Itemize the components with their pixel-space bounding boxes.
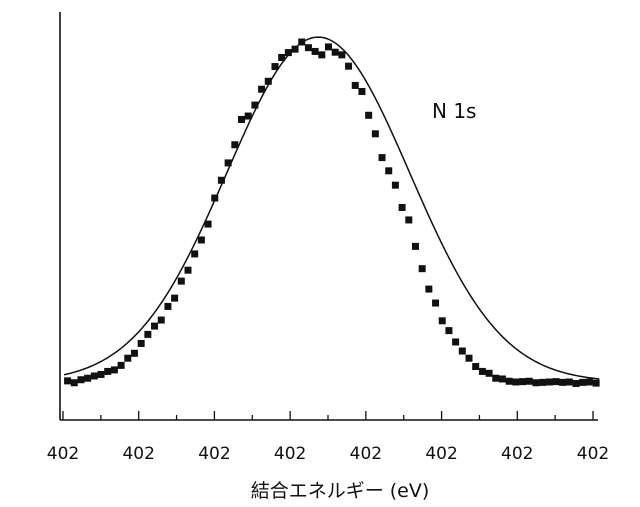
data-point: [278, 53, 286, 61]
data-point: [512, 378, 520, 386]
data-point: [472, 363, 480, 371]
data-point: [572, 380, 580, 388]
x-tick-label: 402: [274, 444, 306, 464]
data-point: [264, 77, 272, 85]
x-axis-label: 結合エネルギー (eV): [251, 480, 430, 502]
data-points-layer: [64, 38, 600, 388]
data-point: [411, 242, 419, 250]
data-point: [365, 111, 373, 119]
data-point: [64, 377, 72, 385]
data-point: [552, 378, 560, 386]
data-point: [539, 378, 547, 386]
x-tick-label: 402: [122, 444, 154, 464]
data-point: [84, 374, 92, 382]
data-point: [338, 51, 346, 59]
data-point: [519, 378, 527, 386]
data-point: [378, 154, 386, 162]
data-point: [184, 266, 192, 274]
data-point: [197, 236, 205, 244]
data-point: [137, 339, 145, 347]
data-point: [391, 181, 399, 189]
fit-curve: [63, 36, 600, 380]
data-point: [325, 43, 332, 51]
data-point: [304, 44, 312, 52]
data-point: [258, 85, 266, 93]
data-point: [251, 101, 259, 109]
data-point: [104, 367, 112, 375]
data-point: [465, 354, 473, 362]
data-point: [385, 167, 393, 175]
x-tick-label: 402: [47, 444, 79, 464]
data-point: [458, 347, 466, 355]
data-point: [211, 194, 219, 202]
data-point: [585, 378, 593, 386]
x-tick-label: 402: [350, 444, 382, 464]
data-point: [425, 285, 433, 293]
x-tick-label: 402: [425, 444, 457, 464]
data-point: [291, 45, 299, 53]
peak-annotation: N 1s: [432, 99, 476, 123]
data-point: [492, 374, 500, 382]
data-point: [271, 63, 279, 71]
x-tick-label: 402: [577, 444, 609, 464]
data-point: [311, 47, 319, 55]
data-point: [204, 220, 212, 228]
data-point: [238, 115, 246, 123]
data-point: [331, 48, 339, 56]
data-point: [498, 375, 506, 383]
data-point: [110, 366, 118, 374]
data-point: [485, 369, 493, 377]
data-point: [505, 377, 513, 385]
data-point: [117, 361, 125, 369]
data-point: [70, 379, 78, 387]
axes: [59, 12, 598, 421]
data-point: [478, 367, 486, 375]
x-tick-label: 402: [501, 444, 533, 464]
data-point: [525, 377, 533, 385]
data-point: [217, 176, 225, 184]
data-point: [244, 112, 252, 120]
data-point: [224, 159, 232, 167]
data-point: [231, 141, 239, 149]
data-point: [438, 317, 446, 325]
data-point: [445, 327, 453, 335]
data-point: [405, 216, 413, 224]
data-point: [592, 379, 600, 387]
data-point: [579, 378, 587, 386]
data-point: [545, 378, 553, 386]
data-point: [358, 87, 366, 95]
data-point: [532, 379, 540, 387]
data-point: [398, 203, 406, 211]
data-point: [171, 294, 179, 302]
data-point: [77, 376, 85, 384]
data-point: [351, 81, 359, 89]
data-point: [124, 354, 132, 362]
data-point: [177, 277, 185, 285]
data-point: [151, 322, 159, 330]
data-point: [90, 372, 98, 380]
data-point: [284, 49, 292, 57]
x-ticks-layer: 402 402 402 402 402 402 402 402: [47, 411, 609, 464]
data-point: [318, 51, 326, 59]
data-point: [345, 62, 353, 70]
data-point: [432, 299, 440, 307]
data-point: [130, 349, 138, 357]
data-point: [298, 38, 306, 46]
data-point: [157, 316, 165, 324]
x-tick-label: 402: [198, 444, 230, 464]
data-point: [565, 378, 573, 386]
fit-curve-layer: [63, 36, 600, 380]
data-point: [97, 370, 105, 378]
data-point: [371, 130, 379, 138]
data-point: [144, 330, 152, 338]
data-point: [559, 378, 567, 386]
data-point: [452, 338, 460, 346]
data-point: [191, 250, 199, 258]
data-point: [418, 265, 426, 273]
data-point: [164, 302, 172, 310]
